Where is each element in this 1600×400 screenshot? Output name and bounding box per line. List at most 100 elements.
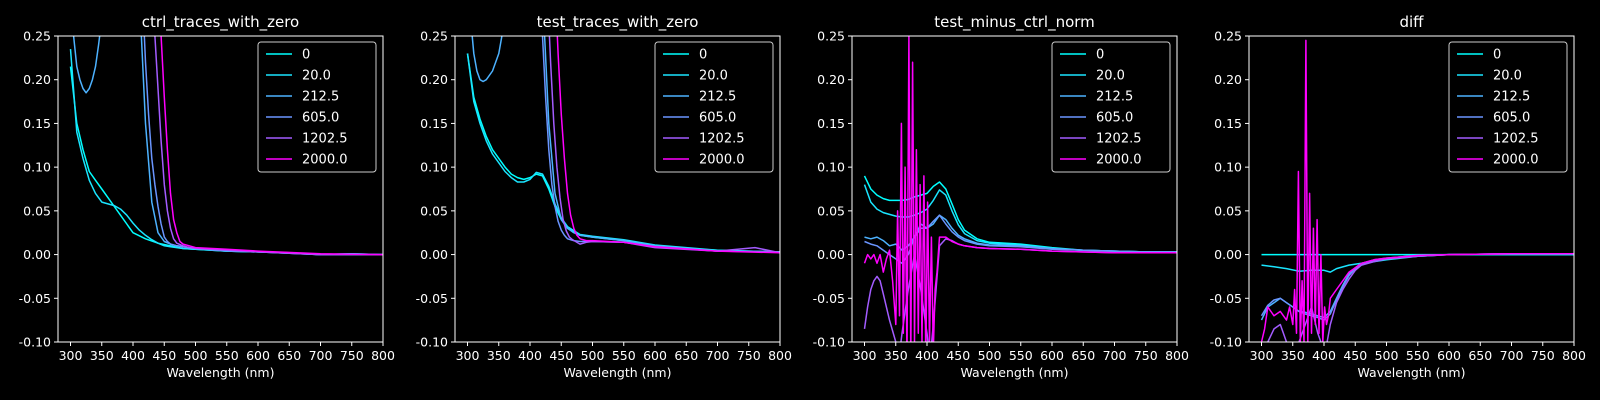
x-tick-label: 500 [581, 348, 605, 363]
legend-entry: 2000.0 [699, 153, 745, 168]
x-tick-label: 500 [184, 348, 208, 363]
x-tick-label: 350 [90, 348, 114, 363]
panel-1: 300 350 400 450 500 550 600 650 700 750 800 -0.10 -0… [19, 13, 395, 380]
legend-entry: 0 [1493, 48, 1501, 63]
legend-entry: 212.5 [699, 90, 736, 105]
x-tick-label: 650 [674, 348, 698, 363]
legend-entry: 0 [1096, 48, 1104, 63]
x-tick-label: 400 [121, 348, 145, 363]
legend-entry: 1202.5 [699, 132, 745, 147]
x-axis-label: Wavelength (nm) [1358, 365, 1466, 380]
series-line [1260, 39, 1574, 342]
x-tick-label: 750 [340, 348, 364, 363]
y-tick-label: 0.00 [420, 247, 448, 262]
legend-entry: 1202.5 [1096, 132, 1142, 147]
x-tick-label: 300 [456, 348, 480, 363]
legend-entry: 0 [302, 48, 310, 63]
x-tick-label: 450 [1343, 348, 1367, 363]
x-tick-label: 350 [487, 348, 511, 363]
panels: 300 350 400 450 500 550 600 650 700 750 800 -0.10 -0… [19, 13, 1586, 380]
legend-entry: 20.0 [302, 69, 331, 84]
y-tick-label: 0.25 [1214, 29, 1242, 44]
y-tick-label: 0.20 [1214, 72, 1242, 87]
x-tick-label: 450 [946, 348, 970, 363]
legend-entry: 1202.5 [1493, 132, 1539, 147]
series-line [471, 36, 780, 253]
y-tick-label: 0.15 [1214, 116, 1242, 131]
y-tick-label: 0.10 [420, 160, 448, 175]
legend-entry: 1202.5 [302, 132, 348, 147]
series-line [154, 36, 383, 256]
legend-entry: 605.0 [699, 111, 736, 126]
series-line [863, 36, 1177, 342]
y-tick-label: -0.10 [416, 335, 448, 350]
legend-entry: 2000.0 [1096, 153, 1142, 168]
legend: 0 20.0 212.5 605.0 1202.5 2000.0 [1448, 41, 1568, 173]
x-tick-label: 550 [215, 348, 239, 363]
series-group [1260, 39, 1574, 342]
y-tick-label: 0.10 [23, 160, 51, 175]
plot-frame [1248, 35, 1575, 343]
series-line [1267, 252, 1574, 342]
y-tick-label: -0.10 [1210, 335, 1242, 350]
legend-entry: 0 [699, 48, 707, 63]
plot-frame [851, 35, 1178, 343]
x-tick-label: 350 [1281, 348, 1305, 363]
series-line [466, 53, 780, 253]
series-group [69, 36, 383, 256]
panel-title: test_traces_with_zero [537, 13, 699, 32]
y-tick-label: -0.05 [1210, 291, 1242, 306]
x-tick-label: 350 [884, 348, 908, 363]
x-axis-label: Wavelength (nm) [167, 365, 275, 380]
x-tick-label: 700 [309, 348, 333, 363]
legend-entry: 605.0 [1493, 111, 1530, 126]
x-tick-label: 550 [612, 348, 636, 363]
y-tick-label: 0.05 [23, 203, 51, 218]
x-tick-label: 800 [768, 348, 792, 363]
y-tick-label: 0.25 [817, 29, 845, 44]
x-tick-label: 700 [1500, 348, 1524, 363]
x-tick-label: 600 [643, 348, 667, 363]
y-tick-label: 0.25 [420, 29, 448, 44]
panel-3: 300 350 400 450 500 550 600 650 700 750 800 -0.10 -0… [813, 13, 1189, 380]
x-tick-label: 800 [371, 348, 395, 363]
panel-4: 300 350 400 450 500 550 600 650 700 750 800 -0.10 -0… [1210, 13, 1586, 380]
x-tick-label: 500 [1375, 348, 1399, 363]
panel-title: test_minus_ctrl_norm [934, 13, 1095, 32]
plot-frame [454, 35, 781, 343]
x-tick-label: 400 [915, 348, 939, 363]
plot-frame [57, 35, 384, 343]
legend: 0 20.0 212.5 605.0 1202.5 2000.0 [654, 41, 774, 173]
y-tick-label: 0.15 [420, 116, 448, 131]
panel-title: ctrl_traces_with_zero [142, 13, 299, 32]
x-tick-label: 450 [152, 348, 176, 363]
legend: 0 20.0 212.5 605.0 1202.5 2000.0 [1051, 41, 1171, 173]
series-line [863, 175, 1177, 253]
legend-entry: 212.5 [1096, 90, 1133, 105]
x-axis-label: Wavelength (nm) [564, 365, 672, 380]
x-axis-label: Wavelength (nm) [961, 365, 1069, 380]
x-tick-label: 550 [1406, 348, 1430, 363]
y-tick-label: 0.15 [23, 116, 51, 131]
x-tick-label: 800 [1562, 348, 1586, 363]
y-tick-label: 0.05 [817, 203, 845, 218]
y-tick-label: 0.00 [1214, 247, 1242, 262]
panel-2: 300 350 400 450 500 550 600 650 700 750 800 -0.10 -0… [416, 13, 792, 380]
x-tick-label: 700 [1103, 348, 1127, 363]
x-tick-label: 650 [1071, 348, 1095, 363]
legend-entry: 2000.0 [1493, 153, 1539, 168]
x-tick-label: 700 [706, 348, 730, 363]
legend-entry: 605.0 [302, 111, 339, 126]
y-tick-label: 0.05 [420, 203, 448, 218]
x-tick-label: 400 [1312, 348, 1336, 363]
legend-entry: 212.5 [302, 90, 339, 105]
y-tick-label: 0.20 [23, 72, 51, 87]
series-line [556, 36, 780, 254]
series-group [863, 36, 1177, 342]
x-tick-label: 550 [1009, 348, 1033, 363]
panel-title: diff [1399, 13, 1424, 31]
x-tick-label: 750 [1531, 348, 1555, 363]
y-tick-label: -0.10 [19, 335, 51, 350]
